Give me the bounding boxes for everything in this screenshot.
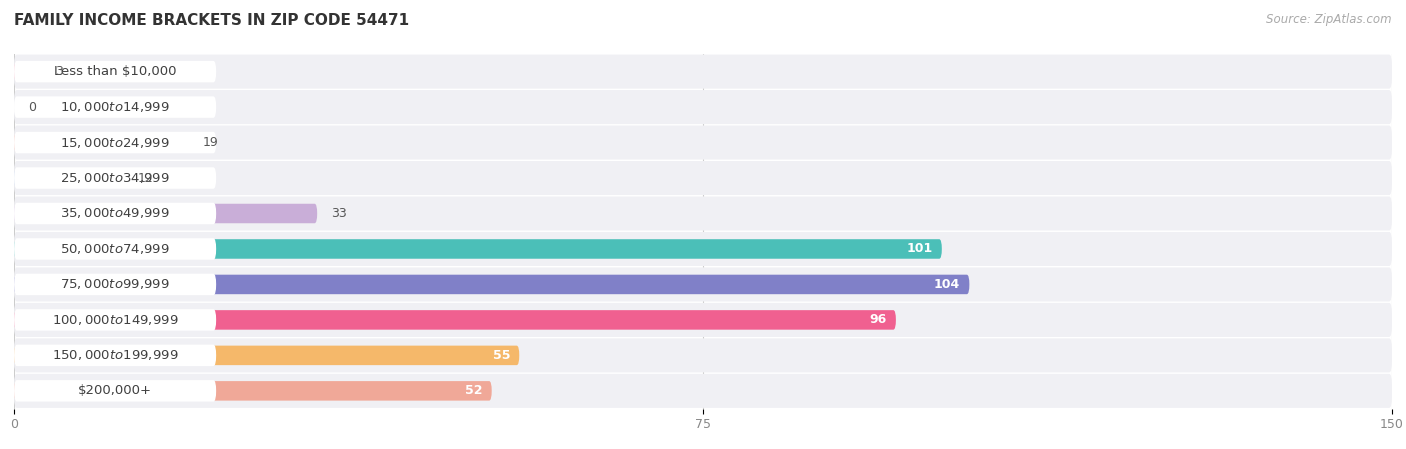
FancyBboxPatch shape <box>14 161 1392 195</box>
Text: FAMILY INCOME BRACKETS IN ZIP CODE 54471: FAMILY INCOME BRACKETS IN ZIP CODE 54471 <box>14 13 409 28</box>
FancyBboxPatch shape <box>14 274 217 295</box>
Text: $50,000 to $74,999: $50,000 to $74,999 <box>60 242 170 256</box>
Text: 55: 55 <box>492 349 510 362</box>
FancyBboxPatch shape <box>14 204 318 223</box>
FancyBboxPatch shape <box>14 309 217 330</box>
Text: $15,000 to $24,999: $15,000 to $24,999 <box>60 136 170 150</box>
FancyBboxPatch shape <box>14 381 492 401</box>
FancyBboxPatch shape <box>14 268 1392 301</box>
FancyBboxPatch shape <box>14 374 1392 408</box>
Text: $75,000 to $99,999: $75,000 to $99,999 <box>60 277 170 291</box>
Text: Less than $10,000: Less than $10,000 <box>53 65 176 78</box>
FancyBboxPatch shape <box>14 97 217 118</box>
FancyBboxPatch shape <box>14 346 519 365</box>
FancyBboxPatch shape <box>14 232 1392 266</box>
Text: Source: ZipAtlas.com: Source: ZipAtlas.com <box>1267 13 1392 26</box>
FancyBboxPatch shape <box>14 380 217 401</box>
Text: 96: 96 <box>869 313 887 326</box>
FancyBboxPatch shape <box>14 303 1392 337</box>
Text: $100,000 to $149,999: $100,000 to $149,999 <box>52 313 179 327</box>
FancyBboxPatch shape <box>14 55 1392 88</box>
Text: $200,000+: $200,000+ <box>79 384 152 397</box>
Text: 12: 12 <box>138 172 153 185</box>
FancyBboxPatch shape <box>14 275 969 294</box>
Text: $35,000 to $49,999: $35,000 to $49,999 <box>60 207 170 220</box>
Text: 3: 3 <box>55 65 63 78</box>
FancyBboxPatch shape <box>14 339 1392 372</box>
FancyBboxPatch shape <box>14 345 217 366</box>
FancyBboxPatch shape <box>14 90 1392 124</box>
FancyBboxPatch shape <box>14 133 188 152</box>
FancyBboxPatch shape <box>14 168 124 188</box>
FancyBboxPatch shape <box>14 167 217 189</box>
FancyBboxPatch shape <box>14 132 217 153</box>
Text: $150,000 to $199,999: $150,000 to $199,999 <box>52 348 179 362</box>
Text: 0: 0 <box>28 101 35 114</box>
FancyBboxPatch shape <box>14 126 1392 159</box>
FancyBboxPatch shape <box>14 61 217 82</box>
FancyBboxPatch shape <box>14 62 42 81</box>
Text: 33: 33 <box>330 207 347 220</box>
FancyBboxPatch shape <box>14 197 1392 230</box>
Text: $25,000 to $34,999: $25,000 to $34,999 <box>60 171 170 185</box>
FancyBboxPatch shape <box>14 203 217 224</box>
FancyBboxPatch shape <box>14 239 942 259</box>
FancyBboxPatch shape <box>14 310 896 330</box>
Text: 19: 19 <box>202 136 218 149</box>
Text: 104: 104 <box>934 278 960 291</box>
FancyBboxPatch shape <box>14 238 217 260</box>
Text: $10,000 to $14,999: $10,000 to $14,999 <box>60 100 170 114</box>
Text: 52: 52 <box>465 384 482 397</box>
Text: 101: 101 <box>907 242 932 255</box>
